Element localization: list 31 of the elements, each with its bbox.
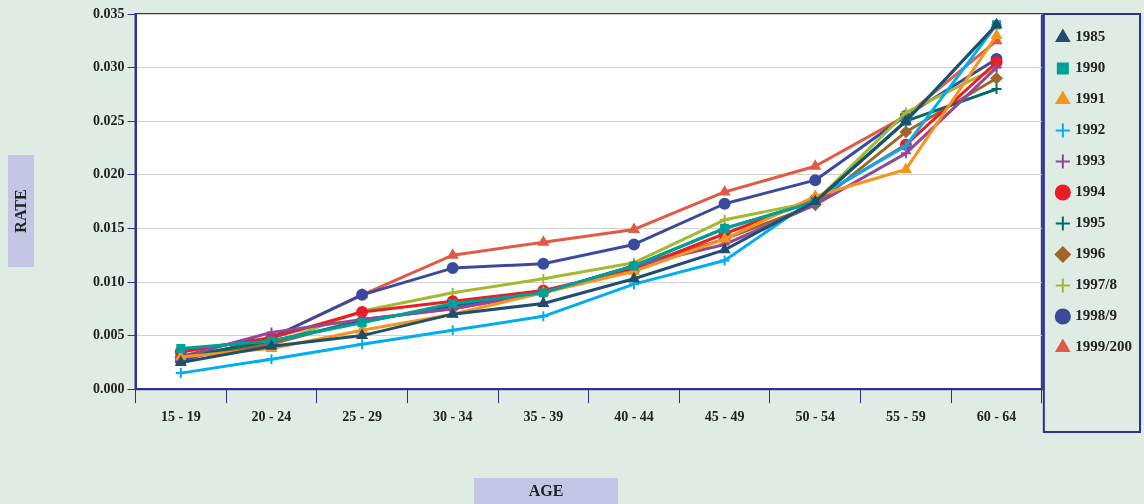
y-tick-label: 0.005 bbox=[93, 327, 125, 343]
y-tick-label: 0.030 bbox=[93, 59, 125, 75]
legend-label: 1992 bbox=[1075, 121, 1106, 138]
x-tick-label: 30 - 34 bbox=[432, 409, 473, 425]
x-tick-label: 15 - 19 bbox=[160, 409, 201, 425]
legend-label: 1985 bbox=[1075, 28, 1106, 45]
x-tick-label: 45 - 49 bbox=[704, 409, 745, 425]
y-tick-label: 0.020 bbox=[93, 166, 125, 182]
y-tick-label: 0.015 bbox=[93, 220, 125, 236]
y-tick-label: 0.035 bbox=[93, 5, 125, 21]
legend-label: 1993 bbox=[1075, 152, 1106, 169]
x-tick-label: 35 - 39 bbox=[523, 409, 564, 425]
legend-label: 1998/9 bbox=[1075, 307, 1117, 324]
x-axis-title: AGE bbox=[474, 478, 618, 504]
legend-label: 1995 bbox=[1075, 214, 1106, 231]
legend-label: 1999/200 bbox=[1075, 338, 1132, 355]
x-tick-label: 55 - 59 bbox=[886, 409, 926, 425]
y-tick-label: 0.000 bbox=[93, 380, 125, 396]
legend-label: 1994 bbox=[1075, 183, 1106, 200]
y-tick-label: 0.010 bbox=[93, 273, 125, 289]
legend-label: 1991 bbox=[1075, 90, 1106, 107]
x-tick-label: 50 - 54 bbox=[795, 409, 836, 425]
legend-label: 1997/8 bbox=[1075, 276, 1117, 293]
legend-label: 1996 bbox=[1075, 245, 1106, 262]
y-tick-label: 0.025 bbox=[93, 112, 125, 128]
x-tick-label: 60 - 64 bbox=[976, 409, 1017, 425]
legend-label: 1990 bbox=[1075, 59, 1106, 76]
y-axis-title: RATE bbox=[12, 189, 30, 233]
x-tick-label: 20 - 24 bbox=[251, 409, 292, 425]
x-tick-label: 25 - 29 bbox=[342, 409, 382, 425]
x-tick-label: 40 - 44 bbox=[614, 409, 654, 425]
